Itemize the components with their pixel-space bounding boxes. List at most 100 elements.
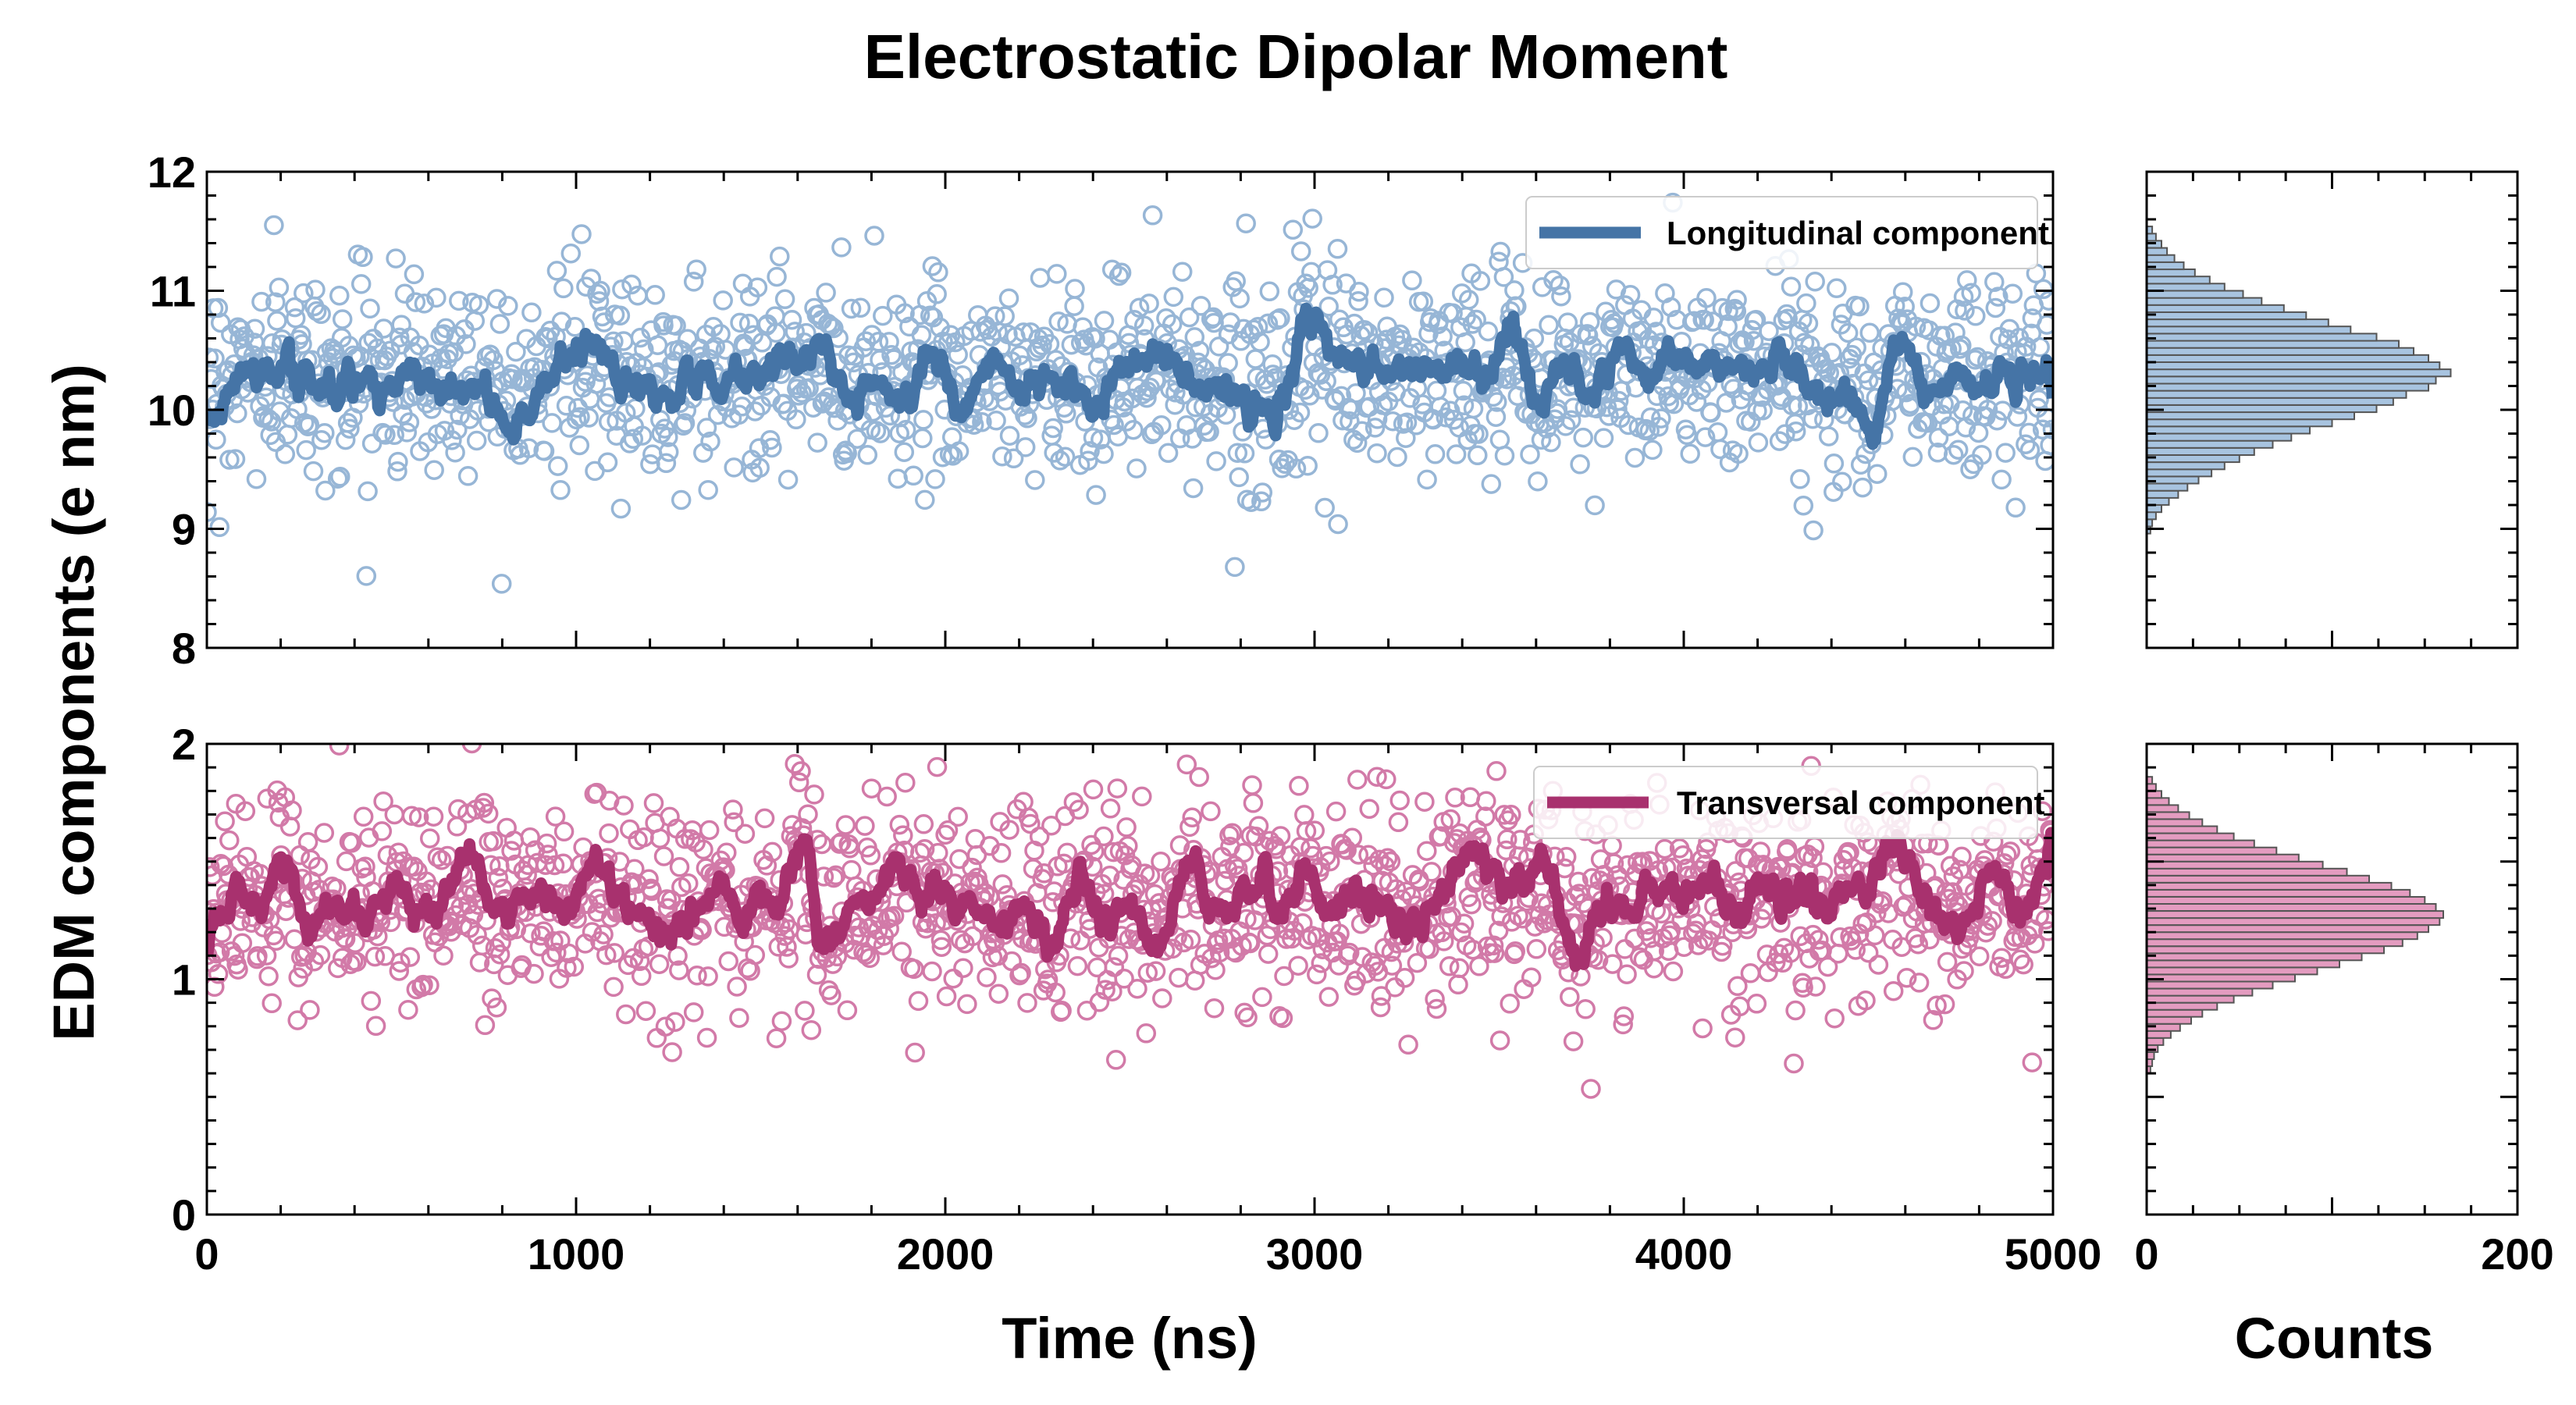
scatter-point — [766, 1028, 787, 1048]
scatter-point — [1651, 408, 1671, 429]
scatter-point — [363, 329, 383, 349]
histogram-bar — [2146, 382, 2429, 392]
scatter-point — [1827, 278, 1847, 299]
scatter-point — [1047, 264, 1067, 284]
scatter-point — [1201, 801, 1221, 822]
scatter-point — [1402, 270, 1422, 291]
scatter-point — [1601, 310, 1621, 330]
scatter-point — [262, 993, 282, 1014]
scatter-point — [1250, 332, 1270, 352]
scatter-point — [1743, 330, 1764, 351]
scatter-point — [1541, 432, 1561, 453]
scatter-point — [2013, 954, 2033, 975]
scatter-point — [1468, 424, 1489, 444]
scatter-point — [661, 890, 681, 910]
scatter-point — [1242, 775, 1262, 795]
scatter-point — [358, 481, 378, 502]
scatter-point — [1262, 365, 1283, 385]
longitudinal-axis-ticks: 8 9 10 11 12 — [148, 148, 2055, 673]
scatter-point — [564, 956, 585, 977]
scatter-point — [624, 859, 645, 879]
scatter-point — [1270, 308, 1290, 329]
scatter-point — [1108, 265, 1130, 286]
scatter-point — [817, 313, 838, 334]
scatter-point — [457, 466, 479, 486]
histogram-bar — [2146, 867, 2348, 877]
scatter-point — [335, 929, 356, 949]
scatter-point — [1237, 1007, 1258, 1028]
histogram-bar — [2146, 1030, 2172, 1039]
scatter-point — [1684, 311, 1704, 331]
histogram-bar — [2146, 1001, 2218, 1011]
histogram-bar — [2146, 952, 2363, 962]
scatter-point — [1165, 382, 1186, 403]
scatter-point — [1581, 1079, 1601, 1099]
scatter-point — [631, 966, 652, 987]
histogram-bar — [2146, 389, 2407, 399]
scatter-point — [1726, 301, 1747, 322]
scatter-point — [1251, 491, 1272, 512]
scatter-point — [564, 317, 585, 337]
scatter-point — [948, 344, 968, 365]
scatter-point — [355, 856, 375, 877]
scatter-point — [520, 827, 540, 848]
scatter-point — [1920, 293, 1941, 314]
scatter-point — [489, 944, 511, 965]
scatter-point — [1727, 290, 1747, 310]
scatter-point — [1972, 445, 1992, 465]
histogram-bar — [2146, 482, 2189, 492]
scatter-point — [893, 825, 913, 845]
scatter-point — [998, 288, 1019, 308]
scatter-point — [861, 778, 882, 799]
scatter-point — [570, 407, 590, 427]
scatter-point — [1686, 392, 1707, 412]
histogram-bar — [2146, 832, 2235, 841]
scatter-point — [1364, 418, 1386, 438]
scatter-point — [841, 859, 862, 880]
scatter-point — [208, 964, 229, 984]
scatter-point — [1176, 754, 1197, 775]
scatter-point — [543, 930, 564, 951]
scatter-point — [387, 461, 407, 482]
scatter-point — [1229, 288, 1250, 309]
scatter-point — [1649, 417, 1669, 437]
scatter-point — [305, 279, 326, 300]
scatter-point — [873, 305, 893, 326]
transversal-legend: Transversal component — [1533, 766, 2045, 839]
scatter-point — [1286, 458, 1307, 479]
scatter-point — [1315, 497, 1335, 518]
scatter-point — [895, 772, 916, 793]
scatter-point — [891, 941, 912, 962]
scatter-point — [645, 285, 665, 305]
histogram-bar — [2146, 318, 2329, 328]
scatter-point — [1139, 293, 1159, 314]
scatter-point — [219, 830, 240, 851]
scatter-point — [269, 277, 290, 298]
scatter-point — [850, 297, 871, 318]
scatter-point — [327, 468, 348, 489]
scatter-point — [1259, 281, 1280, 302]
scatter-point — [1357, 322, 1379, 343]
scatter-point — [713, 290, 733, 311]
scatter-point — [486, 997, 507, 1018]
histogram-bar — [2146, 917, 2441, 927]
scatter-point — [590, 280, 610, 301]
scatter-point — [1818, 426, 1839, 446]
scatter-point — [2037, 315, 2053, 335]
scatter-point — [667, 945, 688, 966]
longitudinal-histogram-panel — [2145, 170, 2519, 649]
hist-x-tick-label: 0 — [2134, 1229, 2158, 1279]
histogram-bar — [2146, 304, 2285, 313]
scatter-point — [913, 814, 934, 834]
scatter-point — [1328, 514, 1348, 535]
scatter-point — [992, 874, 1013, 895]
scatter-point — [724, 812, 744, 833]
scatter-point — [398, 999, 418, 1020]
scatter-point — [803, 397, 824, 418]
scatter-point — [1318, 987, 1340, 1007]
scatter-point — [771, 1011, 792, 1031]
scatter-point — [877, 786, 897, 807]
scatter-point — [2002, 283, 2023, 304]
scatter-point — [1579, 311, 1600, 333]
scatter-point — [1952, 335, 1972, 356]
